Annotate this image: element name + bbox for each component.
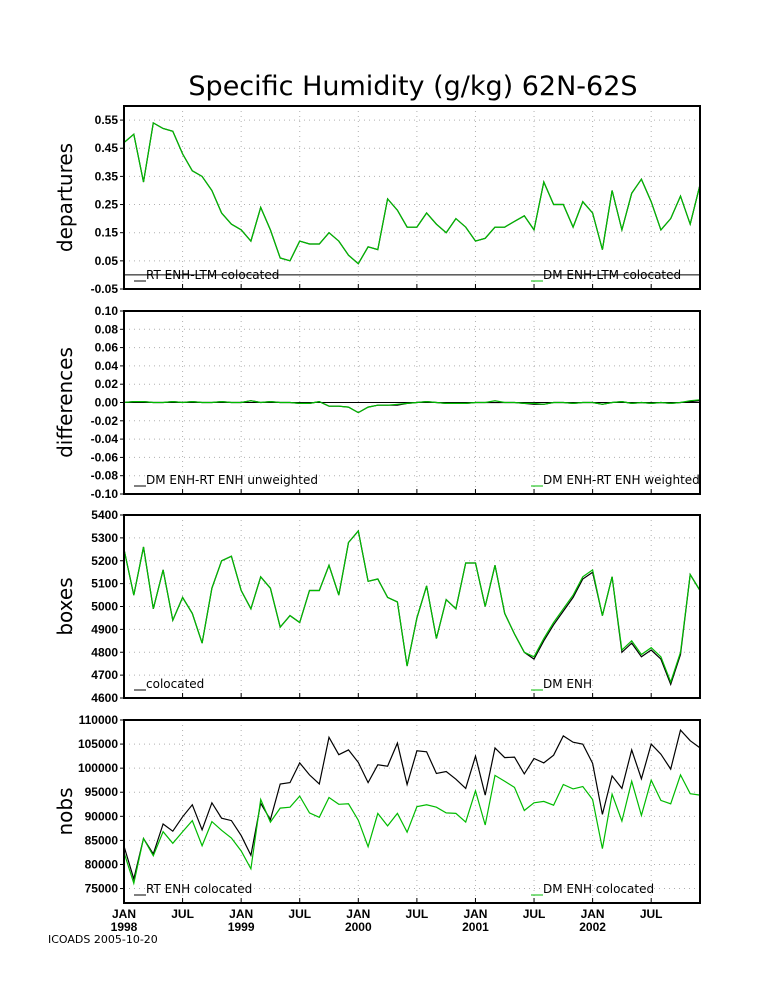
x-tick-month-label: JAN <box>346 907 370 921</box>
y-tick-label: 0.05 <box>95 254 119 268</box>
x-tick-month-label: JUL <box>171 907 194 921</box>
y-tick-label: 0.45 <box>95 141 119 155</box>
series-line-green <box>123 773 701 886</box>
x-tick-month-label: JUL <box>288 907 311 921</box>
y-tick-label: 5100 <box>91 577 118 591</box>
y-tick-label: -0.06 <box>91 450 119 464</box>
series-line-black <box>123 121 701 265</box>
y-tick-label: -0.10 <box>91 487 119 501</box>
y-tick-label: 0.25 <box>95 198 119 212</box>
panel-nobs: 110000 105000 100000 95000 90000 85000 80000 75… <box>53 713 701 904</box>
y-tick-label: 5300 <box>91 531 118 545</box>
panel-departures: 0.55 0.45 0.35 0.25 0.15 0.05 -0.05 departures R… <box>53 105 701 296</box>
series-line-green <box>123 399 701 414</box>
y-tick-label: 85000 <box>85 833 119 847</box>
legend-label-left: DM ENH-RT ENH unweighted <box>146 473 318 487</box>
y-tick-label: 0.06 <box>95 341 119 355</box>
x-tick-month-label: JUL <box>523 907 546 921</box>
legend-label-right: DM ENH colocated <box>543 882 654 896</box>
y-tick-label: -0.05 <box>91 282 119 296</box>
y-tick-label: -0.08 <box>91 469 119 483</box>
panel-frame <box>123 310 701 495</box>
x-tick-year-label: 1999 <box>228 920 255 934</box>
y-tick-label: 5000 <box>91 600 118 614</box>
x-tick-month-label: JUL <box>406 907 429 921</box>
x-tick-month-label: JAN <box>581 907 605 921</box>
legend-label-right: DM ENH <box>543 677 592 691</box>
y-axis-label: differences <box>53 347 77 458</box>
y-tick-label: 0.02 <box>95 377 119 391</box>
series-line-green <box>123 529 701 684</box>
legend-label-left: colocated <box>146 677 204 691</box>
x-tick-month-label: JAN <box>112 907 136 921</box>
y-tick-label: 4700 <box>91 668 118 682</box>
footer-credit: ICOADS 2005-10-20 <box>48 933 158 946</box>
x-tick-year-label: 2002 <box>579 920 606 934</box>
y-tick-label: -0.02 <box>91 414 119 428</box>
series-line-black <box>123 529 701 687</box>
y-tick-label: 95000 <box>85 785 119 799</box>
y-tick-label: 80000 <box>85 857 119 871</box>
x-tick-year-label: 2000 <box>345 920 372 934</box>
y-tick-label: 0.35 <box>95 169 119 183</box>
legend-label-left: RT ENH colocated <box>146 882 252 896</box>
y-tick-label: 0.08 <box>95 322 119 336</box>
y-tick-label: 0.00 <box>95 396 119 410</box>
panel-boxes: 5400 5300 5200 5100 5000 4900 4800 4700 4600 boxe… <box>53 508 701 705</box>
x-tick-year-label: 1998 <box>111 920 138 934</box>
y-tick-label: 0.10 <box>95 304 119 318</box>
y-tick-label: 105000 <box>78 737 118 751</box>
y-tick-label: 4800 <box>91 645 118 659</box>
y-tick-label: 100000 <box>78 761 118 775</box>
y-tick-label: 5400 <box>91 508 118 522</box>
series-line-black <box>123 728 701 882</box>
y-tick-label: 0.15 <box>95 226 119 240</box>
y-tick-label: 75000 <box>85 882 119 896</box>
panel-frame <box>123 105 701 290</box>
chart-panels: 0.55 0.45 0.35 0.25 0.15 0.05 -0.05 departures R… <box>53 105 701 904</box>
series-line-green <box>123 121 701 265</box>
legend-label-right: DM ENH-LTM colocated <box>543 268 681 282</box>
y-tick-label: 4600 <box>91 691 118 705</box>
panel-differences: 0.10 0.08 0.06 0.04 0.02 0.00 -0.02 -0.04 -0.06 -… <box>53 304 701 501</box>
panel-frame <box>123 719 701 904</box>
y-axis-label: boxes <box>53 577 77 635</box>
y-tick-label: 4900 <box>91 622 118 636</box>
y-tick-label: 0.55 <box>95 113 119 127</box>
x-tick-month-label: JAN <box>229 907 253 921</box>
y-axis-label: nobs <box>53 787 77 835</box>
x-tick-month-label: JUL <box>640 907 663 921</box>
y-tick-label: 5200 <box>91 554 118 568</box>
legend-label-right: DM ENH-RT ENH weighted <box>543 473 700 487</box>
y-tick-label: -0.04 <box>91 432 119 446</box>
legend-label-left: RT ENH-LTM colocated <box>146 268 279 282</box>
y-tick-label: 110000 <box>79 713 119 727</box>
chart-title: Specific Humidity (g/kg) 62N-62S <box>188 71 637 102</box>
y-tick-label: 0.04 <box>95 359 119 373</box>
y-tick-label: 90000 <box>85 809 119 823</box>
y-axis-label: departures <box>53 143 77 252</box>
x-tick-month-label: JAN <box>463 907 487 921</box>
panel-frame <box>123 514 701 699</box>
x-tick-year-label: 2001 <box>462 920 489 934</box>
